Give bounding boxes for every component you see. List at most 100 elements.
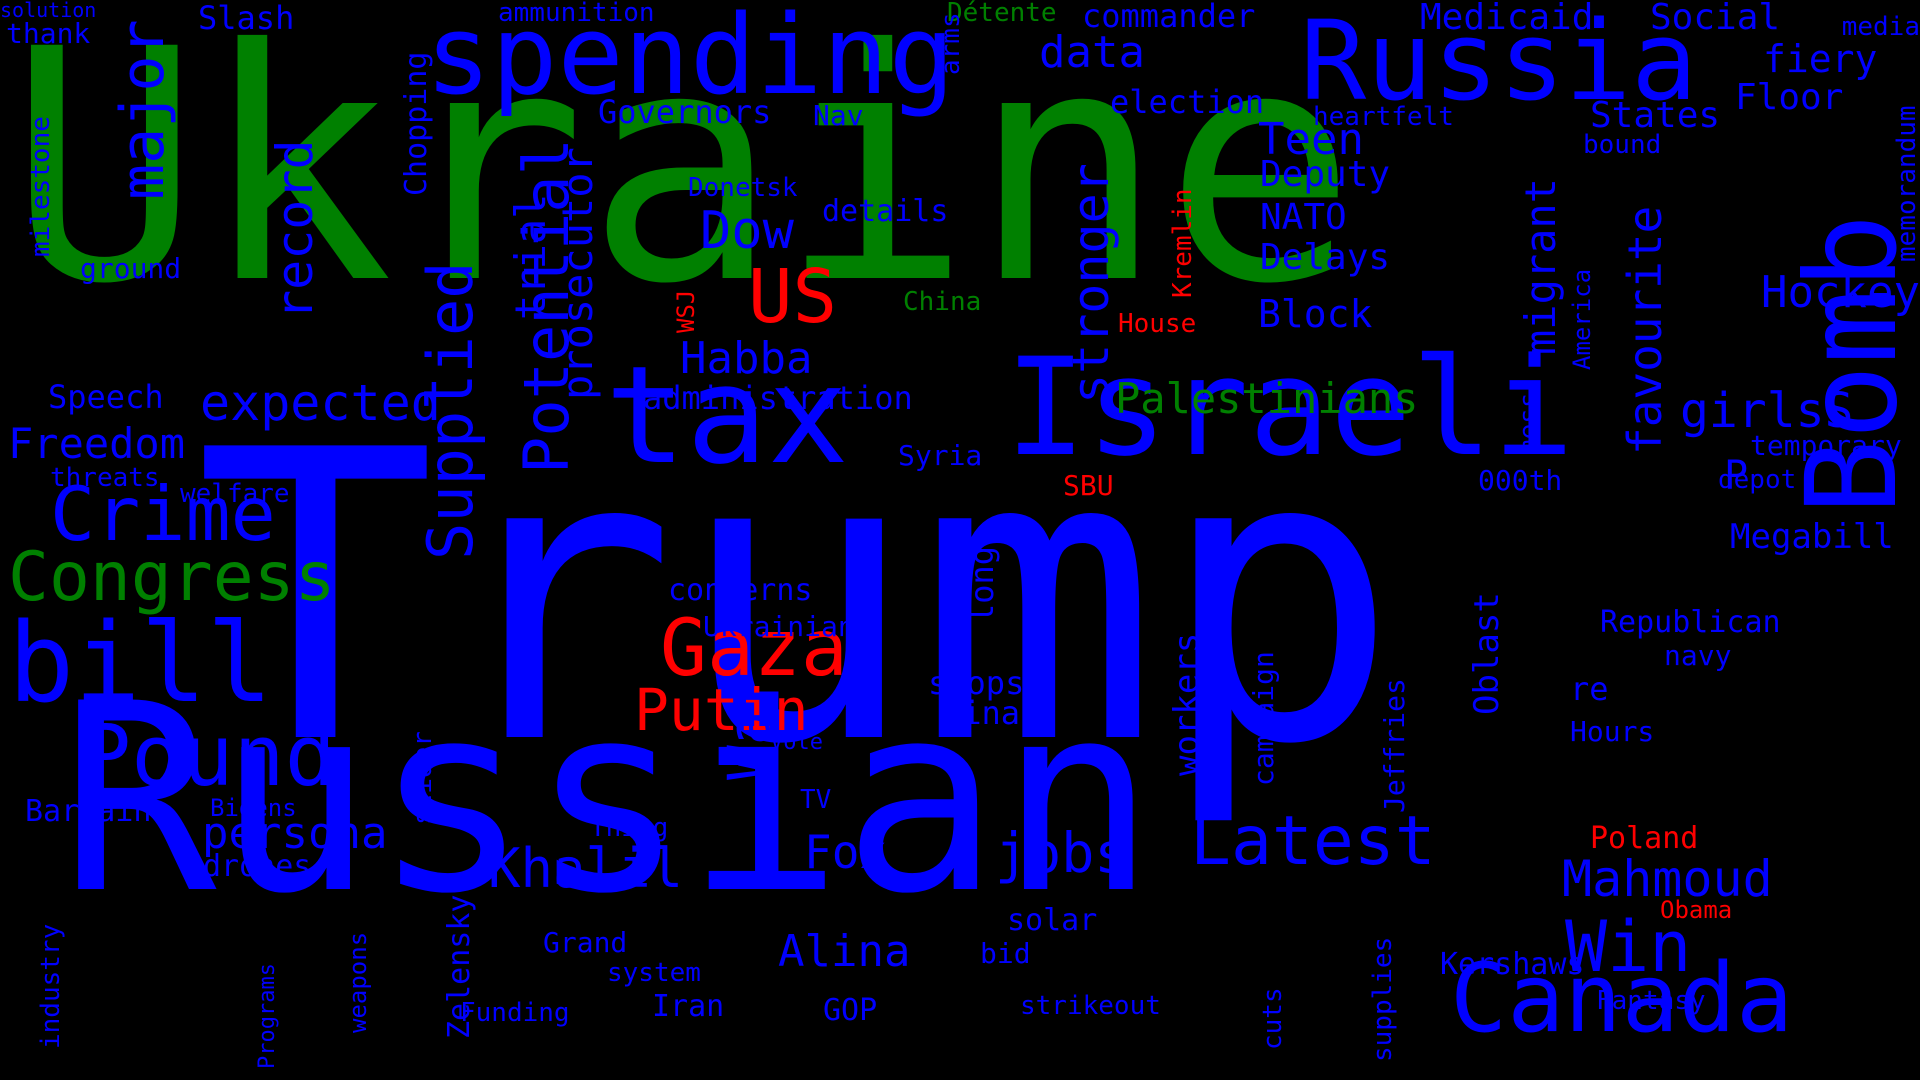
word-oblast: Oblast [1467, 592, 1507, 715]
word-china: China [903, 287, 982, 317]
word-poland: Poland [1590, 821, 1699, 856]
word-spending: spending [425, 0, 955, 119]
word-jobs: jobs [995, 821, 1128, 885]
word-heartfelt: heartfelt [1313, 102, 1454, 132]
word-donetsk: Donetsk [688, 173, 798, 203]
word-supplies: supplies [1368, 936, 1398, 1062]
word-media: media [1841, 12, 1920, 42]
word-hockey: Hockey [1761, 267, 1920, 318]
word-weapons: weapons [344, 931, 372, 1033]
word-us: US [748, 254, 838, 340]
word-ukraine: Ukraine [8, 0, 1357, 354]
word-chopping: Chopping [399, 51, 434, 197]
word-mess: mess [1514, 392, 1544, 455]
word-ammunition: ammunition [498, 0, 655, 28]
word-pound: Pound [80, 707, 336, 806]
word-details: details [822, 194, 949, 229]
word-strikeout: strikeout [1020, 991, 1161, 1021]
word-arms: arms [936, 12, 966, 75]
word-fox: Fox [804, 825, 888, 879]
word-funding: Funding [460, 998, 570, 1028]
word-putin: Putin [634, 676, 809, 744]
word-cuts: cuts [1258, 987, 1288, 1050]
word-programs: Programs [255, 963, 280, 1069]
word-temporary: temporary [1750, 429, 1902, 462]
word-system: system [607, 958, 701, 988]
word-workers: workers [1167, 632, 1207, 776]
word-depot: depot [1718, 465, 1797, 495]
word-freedom: Freedom [8, 419, 186, 468]
word-thank: thank [6, 17, 91, 50]
word-win: Win [1565, 906, 1692, 988]
word-speech: Speech [48, 378, 164, 416]
word-megabill: Megabill [1730, 517, 1894, 557]
word-bound: bound [1583, 130, 1662, 160]
word-tv: TV [800, 785, 832, 815]
word-stronger: stronger [1062, 163, 1120, 404]
word-habba: Habba [680, 333, 813, 384]
word-russian: Russian [60, 649, 1156, 951]
word-social: Social [1650, 0, 1781, 38]
word-teen: Teen [1258, 114, 1364, 165]
word-wsj: WSJ [672, 289, 700, 333]
word-drones: drones [203, 849, 312, 884]
word-trial: trial [506, 193, 555, 320]
word-jeffries: Jeffries [1378, 678, 1411, 813]
word-congress: Congress [8, 538, 336, 617]
word-record: record [266, 139, 324, 320]
word-crime: Crime [50, 470, 276, 558]
word-milestone: milestone [26, 116, 56, 257]
word-p: P [1724, 453, 1749, 499]
word-floor: Floor [1735, 77, 1844, 118]
word-administration: administration [643, 379, 913, 417]
word-stops: stops [928, 664, 1025, 702]
word-gaza: Gaza [660, 604, 848, 694]
word-concerns: concerns [668, 573, 813, 608]
word-mahmoud: Mahmoud [1562, 850, 1773, 908]
word-prosecutor: prosecutor [553, 147, 602, 400]
word-fantasy: Fantasy [1596, 986, 1706, 1016]
word-detente: Détente [947, 0, 1057, 28]
word-long: long [963, 545, 1001, 623]
word-russia: Russia [1300, 0, 1698, 125]
word-frontline: frontline [508, 568, 533, 688]
word-expected: expected [200, 374, 441, 432]
word-election: election [1110, 83, 1265, 121]
word-khalil: Khalil [488, 837, 684, 900]
word-syria: Syria [898, 439, 983, 472]
word-sbu: SBU [1063, 469, 1114, 502]
word-commander: commander [1082, 0, 1256, 35]
word-slider: slider [408, 731, 438, 825]
word-industry: industry [36, 923, 66, 1049]
word-nav: Nav [813, 99, 864, 132]
word-bid: bid [980, 937, 1031, 970]
word-governors: Governors [598, 93, 772, 131]
word-fiery: fiery [1763, 37, 1878, 81]
word-kershaws: Kershaws [1440, 947, 1585, 982]
word-house: House [1118, 309, 1197, 339]
word-final: Final [943, 694, 1040, 732]
word-trump: Trump [195, 367, 1400, 832]
word-000th: 000th [1478, 464, 1563, 497]
word-latest: Latest [1190, 802, 1436, 881]
word-ground: ground [80, 252, 182, 285]
word-hours: Hours [1570, 715, 1655, 748]
word-israeli: Israeli [1005, 329, 1574, 486]
word-deputy: Deputy [1260, 154, 1391, 195]
word-girlss: girlsS [1680, 383, 1854, 439]
word-nato: NATO [1260, 197, 1347, 238]
word-campaign: campaign [1247, 651, 1280, 786]
word-re: re [1570, 670, 1609, 708]
word-thing: Thing [590, 813, 669, 843]
word-welfare: welfare [180, 479, 290, 509]
word-kremlin: Kremlin [1168, 188, 1198, 298]
word-grand: Grand [543, 926, 628, 959]
word-tax: tax [605, 337, 849, 494]
word-alina: Alina [778, 926, 911, 977]
word-bargain: Bargain [25, 794, 152, 829]
word-war: War [715, 675, 783, 780]
word-navy: navy [1664, 639, 1732, 672]
word-iran: Iran [652, 989, 725, 1024]
word-palestinians: Palestinians [1115, 374, 1419, 423]
word-favourite: favourite [1618, 205, 1672, 455]
